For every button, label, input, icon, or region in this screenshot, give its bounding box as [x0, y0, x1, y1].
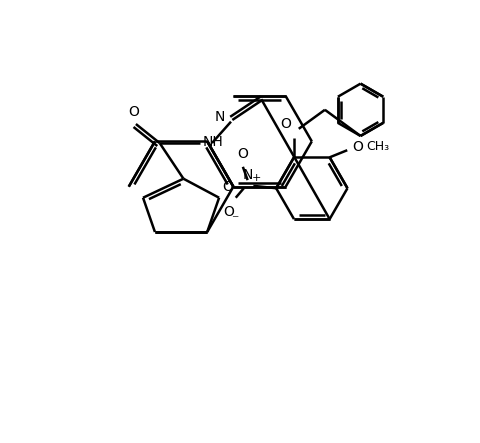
Text: N: N [214, 110, 224, 124]
Text: +: + [251, 173, 260, 183]
Text: N: N [242, 168, 252, 182]
Text: CH₃: CH₃ [365, 140, 389, 153]
Text: O: O [237, 147, 248, 161]
Text: O: O [280, 117, 291, 131]
Text: O: O [222, 180, 233, 194]
Text: NH: NH [202, 135, 223, 148]
Text: O: O [351, 140, 362, 154]
Text: ⁻: ⁻ [230, 213, 238, 227]
Text: O: O [128, 105, 139, 119]
Text: O: O [223, 205, 234, 219]
